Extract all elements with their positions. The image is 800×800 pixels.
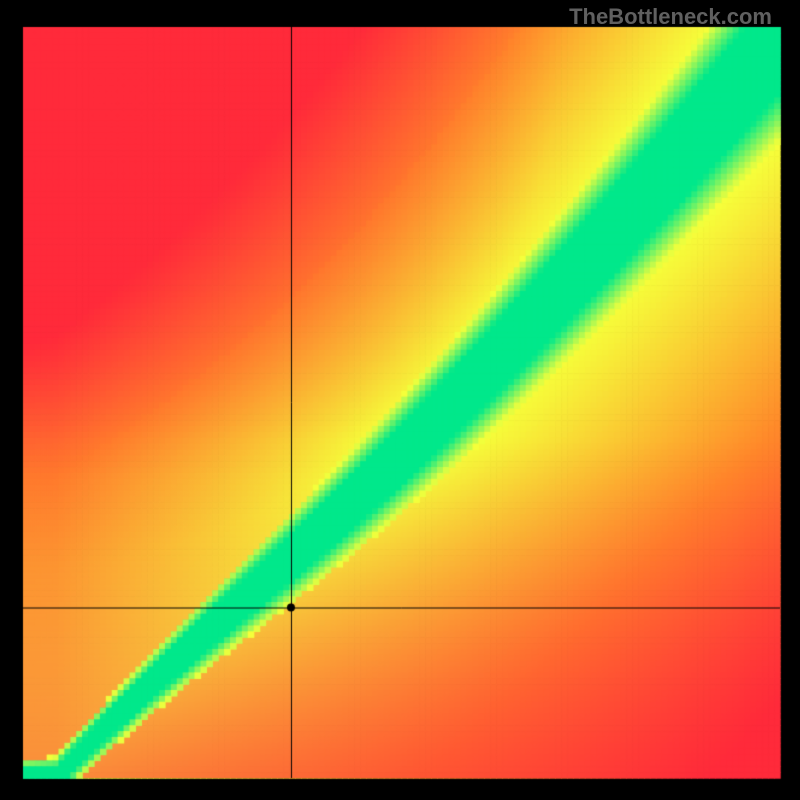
chart-container: TheBottleneck.com bbox=[0, 0, 800, 800]
heatmap-canvas bbox=[0, 0, 800, 800]
watermark-text: TheBottleneck.com bbox=[569, 4, 772, 30]
